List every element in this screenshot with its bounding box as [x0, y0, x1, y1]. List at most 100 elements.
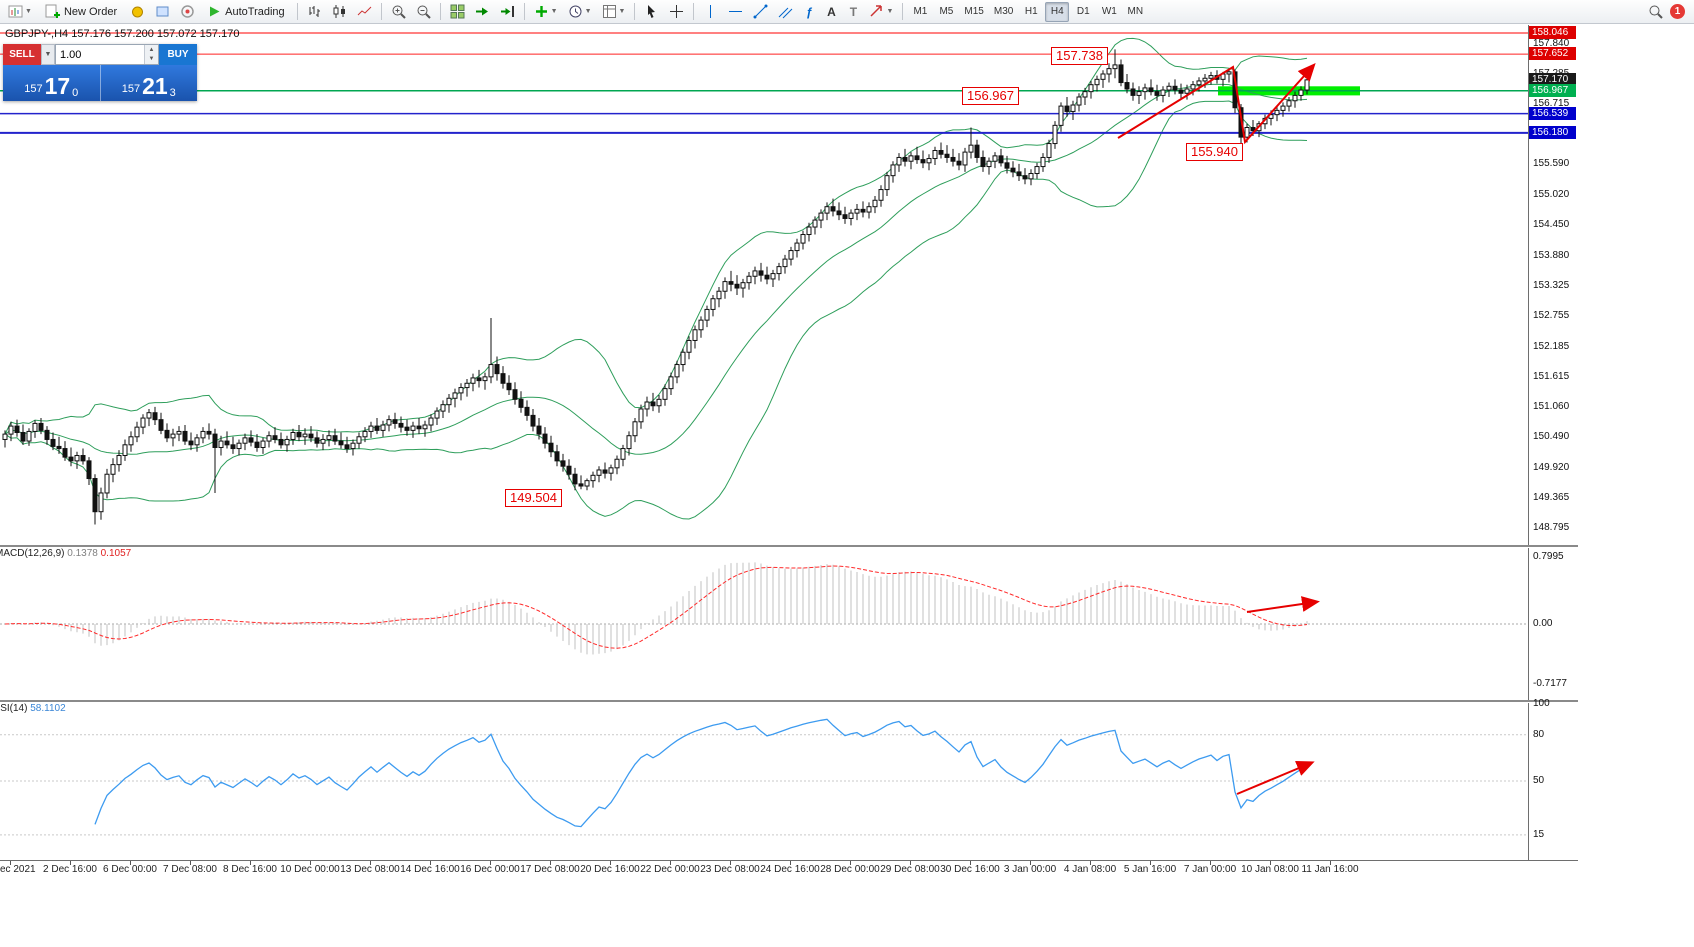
- channel-tool-button[interactable]: [774, 2, 797, 22]
- new-chart-button[interactable]: ▼: [4, 2, 36, 22]
- time-tick: [430, 861, 431, 865]
- volume-spinner: ▲ ▼: [144, 45, 158, 64]
- time-label: 11 Jan 16:00: [1301, 864, 1359, 875]
- search-icon: [1648, 4, 1663, 19]
- auto-scroll-icon: [475, 4, 490, 19]
- time-label: 2 Dec 16:00: [43, 864, 97, 875]
- timeframe-h4-button[interactable]: H4: [1045, 1, 1070, 22]
- timeframe-d1-button[interactable]: D1: [1076, 6, 1090, 17]
- autotrading-label: AutoTrading: [225, 5, 285, 18]
- bar-chart-type-button[interactable]: [303, 2, 326, 22]
- time-label: 6 Dec 00:00: [103, 864, 157, 875]
- time-label: 13 Dec 08:00: [340, 864, 400, 875]
- notification-badge[interactable]: 1: [1670, 4, 1685, 19]
- timeframe-h1-button[interactable]: H1: [1024, 6, 1038, 17]
- time-tick: [1210, 861, 1211, 865]
- community-button[interactable]: [176, 2, 199, 22]
- shapes-tool-button[interactable]: ▼: [865, 2, 897, 22]
- sell-tab[interactable]: SELL: [3, 44, 41, 65]
- price-axis-label: 155.590: [1533, 158, 1570, 170]
- time-tick: [1090, 861, 1091, 865]
- timeframe-m5-button[interactable]: M5: [939, 6, 954, 17]
- panel-separator-macd[interactable]: [0, 545, 1578, 548]
- timeframe-m1-button[interactable]: M1: [913, 6, 928, 17]
- time-tick: [250, 861, 251, 865]
- toolbar-separator: [634, 3, 636, 20]
- chart-annotation[interactable]: 155.940: [1186, 143, 1243, 161]
- text-label-tool-button[interactable]: T: [843, 2, 863, 22]
- buy-button[interactable]: 157 21 3: [101, 65, 198, 101]
- scripts-button[interactable]: [151, 2, 174, 22]
- search-button[interactable]: [1644, 2, 1667, 22]
- chart-annotation[interactable]: 156.967: [962, 87, 1019, 105]
- zoom-in-button[interactable]: [387, 2, 410, 22]
- rsi-value: 58.1102: [30, 703, 66, 714]
- price-axis-tag: 156.967: [1529, 83, 1576, 97]
- price-axis-label: 148.795: [1533, 522, 1570, 534]
- volume-field-wrap: ▲ ▼: [55, 44, 159, 65]
- timeframe-m15-button[interactable]: M15: [964, 6, 984, 17]
- buy-tab[interactable]: BUY: [159, 44, 197, 65]
- time-label: 24 Dec 16:00: [760, 864, 820, 875]
- sell-price-point: 0: [72, 87, 79, 99]
- new-order-button[interactable]: New Order: [38, 2, 124, 22]
- auto-scroll-button[interactable]: [471, 2, 494, 22]
- templates-button[interactable]: ▼: [598, 2, 630, 22]
- vertical-line-icon: [703, 4, 718, 19]
- horizontal-line-icon: [728, 4, 743, 19]
- price-axis-label: 153.325: [1533, 279, 1570, 291]
- time-tick: [310, 861, 311, 865]
- text-icon: A: [827, 4, 836, 19]
- time-tick: [850, 861, 851, 865]
- sell-price-pips: 17: [44, 73, 71, 99]
- time-label: 5 Jan 16:00: [1123, 864, 1177, 875]
- autotrading-button[interactable]: AutoTrading: [201, 2, 292, 22]
- tile-windows-button[interactable]: [446, 2, 469, 22]
- timeframe-mn-button[interactable]: MN: [1127, 6, 1144, 17]
- chart-annotation[interactable]: 157.738: [1051, 47, 1108, 65]
- horizontal-line-tool-button[interactable]: [724, 2, 747, 22]
- sell-button[interactable]: 157 17 0: [3, 65, 100, 101]
- crosshair-button[interactable]: [665, 2, 688, 22]
- price-axis-tag: 156.180: [1529, 125, 1576, 139]
- text-tool-button[interactable]: A: [821, 2, 841, 22]
- price-axis-label: 151.060: [1533, 400, 1570, 412]
- time-tick: [1030, 861, 1031, 865]
- zoom-out-button[interactable]: [412, 2, 435, 22]
- periods-button[interactable]: ▼: [564, 2, 596, 22]
- expert-advisors-button[interactable]: [126, 2, 149, 22]
- sell-price-big-figure: 157: [24, 83, 43, 95]
- cursor-button[interactable]: [640, 2, 663, 22]
- arrow-shape-icon: [869, 4, 884, 19]
- panel-separator-rsi[interactable]: [0, 700, 1578, 703]
- price-axis-tag: 157.652: [1529, 47, 1576, 61]
- fibonacci-t ool-button[interactable]: ƒ: [799, 2, 819, 22]
- time-tick: [70, 861, 71, 865]
- vertical-line-tool-button[interactable]: [699, 2, 722, 22]
- crosshair-icon: [669, 4, 684, 19]
- chart-shift-button[interactable]: [496, 2, 519, 22]
- time-label: 4 Jan 08:00: [1063, 864, 1117, 875]
- toolbar-separator: [523, 3, 525, 20]
- volume-input[interactable]: [56, 45, 144, 64]
- candlestick-type-button[interactable]: [328, 2, 351, 22]
- script-icon: [155, 4, 170, 19]
- time-label: 7 Jan 00:00: [1183, 864, 1237, 875]
- time-label: 23 Dec 08:00: [700, 864, 760, 875]
- trendline-tool-button[interactable]: [749, 2, 772, 22]
- time-tick: [550, 861, 551, 865]
- line-chart-type-button[interactable]: [353, 2, 376, 22]
- text-label-icon: T: [849, 4, 858, 19]
- chart-plot-area[interactable]: [0, 25, 1528, 860]
- indicators-button[interactable]: ▼: [530, 2, 562, 22]
- timeframe-m30-button[interactable]: M30: [993, 6, 1014, 17]
- chart-annotation[interactable]: 149.504: [505, 489, 562, 507]
- price-axis-label: 157.840: [1533, 38, 1570, 50]
- timeframe-w1-button[interactable]: W1: [1101, 6, 1117, 17]
- volume-down-button[interactable]: ▼: [145, 54, 158, 64]
- volume-up-button[interactable]: ▲: [145, 45, 158, 55]
- volume-dropdown-caret[interactable]: ▼: [41, 44, 55, 65]
- time-tick: [1150, 861, 1151, 865]
- time-tick: [1270, 861, 1271, 865]
- buy-price-pips: 21: [142, 73, 168, 99]
